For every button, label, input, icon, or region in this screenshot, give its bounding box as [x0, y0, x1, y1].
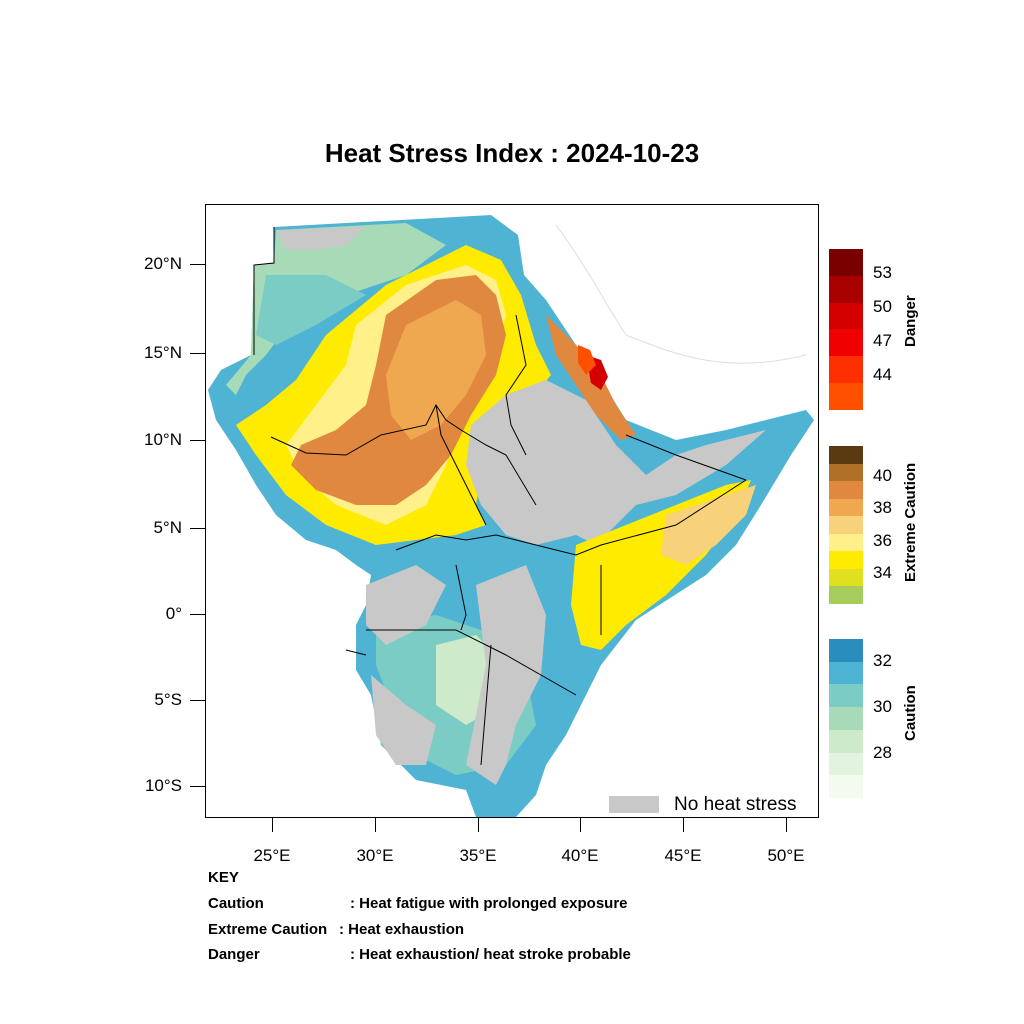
colorbar-tick-label: 40	[873, 466, 892, 485]
colorbar-segment	[829, 661, 863, 685]
lon-label: 35°E	[459, 846, 497, 865]
lon-label: 50°E	[767, 846, 805, 865]
region-extreme-somalia	[661, 485, 756, 565]
colorbar-segment	[829, 533, 863, 552]
region-extreme-light-orange	[386, 300, 486, 440]
colorbar-segment	[829, 516, 863, 534]
colorbar-tick-label: 36	[873, 531, 892, 550]
lat-label: 5°S	[154, 690, 182, 709]
colorbar-tick-label: 44	[873, 365, 892, 384]
no-stress-label: No heat stress	[674, 794, 797, 815]
colorbar-tick-label: 47	[873, 331, 892, 350]
lat-label: 15°N	[144, 343, 182, 362]
colorbar-tick-label: 28	[873, 743, 892, 762]
colorbar-segment	[829, 463, 863, 482]
colorbar-segment	[829, 249, 863, 276]
colorbar-segment	[829, 446, 863, 464]
lon-label: 45°E	[664, 846, 702, 865]
colorbar-tick-label: 53	[873, 263, 892, 282]
lon-tick	[580, 818, 581, 832]
lon-tick	[375, 818, 376, 832]
colorbar-tick-label: 32	[873, 651, 892, 670]
colorbar-tick-label: 50	[873, 297, 892, 316]
region-no-stress-tz	[371, 675, 436, 765]
colorbar-segment	[829, 356, 863, 384]
colorbar-segment	[829, 586, 863, 604]
heat-stress-map	[208, 215, 814, 817]
lat-tick	[190, 786, 205, 787]
lat-tick	[190, 264, 205, 265]
colorbar-segment	[829, 302, 863, 330]
lat-label: 10°N	[144, 430, 182, 449]
key-description: : Heat fatigue with prolonged exposure	[350, 895, 628, 912]
key-term: Extreme Caution	[208, 921, 328, 938]
region-caution-light	[226, 223, 446, 395]
colorbar-segment	[829, 707, 863, 730]
colorbar-segment	[829, 729, 863, 753]
region-danger-outer	[578, 345, 596, 375]
region-no-stress-ethiopia	[466, 380, 766, 545]
lon-tick	[478, 818, 479, 832]
colorbar-segment	[829, 568, 863, 587]
lon-tick	[272, 818, 273, 832]
colorbar-segment	[829, 639, 863, 662]
colorbar-danger	[829, 249, 863, 410]
region-no-stress-north	[276, 227, 366, 250]
lat-tick	[190, 614, 205, 615]
region-no-stress-west	[366, 565, 446, 645]
colorbar-segment	[829, 551, 863, 569]
map-title: Heat Stress Index : 2024-10-23	[324, 138, 700, 168]
lat-label: 10°S	[144, 776, 182, 795]
key-description: : Heat exhaustion/ heat stroke probable	[350, 946, 631, 963]
key-heading: KEY	[208, 869, 239, 886]
lon-label: 40°E	[561, 846, 599, 865]
lat-tick	[190, 440, 205, 441]
lon-tick	[786, 818, 787, 832]
lat-label: 0°	[165, 604, 182, 623]
colorbar-extreme-caution	[829, 446, 863, 604]
no-stress-swatch	[609, 796, 659, 813]
lat-label: 20°N	[144, 254, 182, 273]
lat-tick	[190, 353, 205, 354]
key-description: : Heat exhaustion	[339, 921, 465, 938]
lat-tick	[190, 528, 205, 529]
lon-label: 30°E	[356, 846, 394, 865]
colorbar-segment	[829, 329, 863, 357]
colorbar-title-danger: Danger	[902, 295, 919, 347]
lat-label: 5°N	[153, 518, 182, 537]
colorbar-caution	[829, 639, 863, 798]
colorbar-tick-label: 34	[873, 563, 892, 582]
map-panel	[205, 204, 819, 818]
colorbar-segment	[829, 275, 863, 303]
colorbar-segment	[829, 752, 863, 776]
lon-tick	[683, 818, 684, 832]
key-term: Caution	[208, 895, 264, 912]
key-term: Danger	[208, 946, 260, 963]
region-caution-teal-north	[256, 275, 366, 345]
coastline-outline	[555, 224, 807, 364]
colorbar-segment	[829, 498, 863, 517]
colorbar-tick-label: 30	[873, 697, 892, 716]
colorbar-segment	[829, 481, 863, 499]
colorbar-title-extreme: Extreme Caution	[902, 462, 919, 582]
colorbar-segment	[829, 684, 863, 708]
colorbar-segment	[829, 775, 863, 798]
colorbar-title-caution: Caution	[902, 685, 919, 741]
lat-tick	[190, 700, 205, 701]
lon-label: 25°E	[253, 846, 291, 865]
colorbar-segment	[829, 383, 863, 410]
region-no-stress-south	[466, 565, 546, 785]
country-borders	[253, 227, 747, 766]
colorbar-tick-label: 38	[873, 498, 892, 517]
